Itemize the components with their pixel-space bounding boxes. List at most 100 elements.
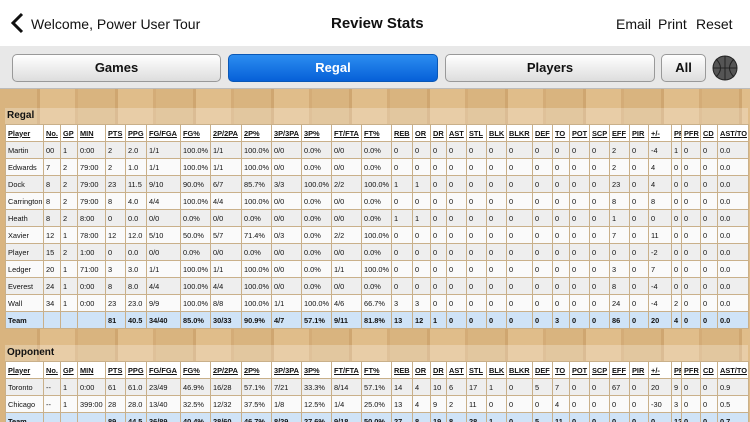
- cell: 8: [105, 192, 126, 210]
- cell: 100.0%: [361, 175, 392, 193]
- cell: 0: [629, 260, 649, 278]
- cell: 0: [589, 192, 610, 210]
- cell: 0/0: [210, 209, 242, 227]
- cell: 61.0: [125, 378, 147, 396]
- cell: 9: [671, 378, 682, 396]
- cell: 0: [629, 141, 649, 159]
- cell: 0: [629, 209, 649, 227]
- cell: 0/0: [146, 243, 181, 261]
- cell: Ledger: [5, 260, 44, 278]
- cell: 399:00: [77, 395, 106, 413]
- cell: 0: [391, 192, 413, 210]
- cell: 0: [486, 243, 507, 261]
- cell: 0.0%: [361, 158, 392, 176]
- cell: 0: [700, 412, 718, 422]
- cell: 0: [430, 260, 447, 278]
- column-header: Player: [5, 361, 44, 379]
- cell: 8: [43, 192, 61, 210]
- games-tab[interactable]: Games: [12, 54, 221, 82]
- cell: 85.7%: [241, 175, 272, 193]
- cell: 0: [506, 226, 533, 244]
- cell: 0.0: [717, 158, 749, 176]
- cell: 0/0: [331, 192, 362, 210]
- column-header: 3P%: [301, 124, 332, 142]
- cell: 0: [506, 311, 533, 329]
- cell: 4/7: [271, 311, 302, 329]
- cell: 0.7: [717, 412, 749, 422]
- cell: 0.0: [717, 226, 749, 244]
- cell: 1: [60, 395, 78, 413]
- cell: 1/1: [146, 141, 181, 159]
- cell: 50.0%: [180, 226, 211, 244]
- cell: 0: [629, 192, 649, 210]
- cell: 0: [506, 192, 533, 210]
- cell: 100.0%: [301, 175, 332, 193]
- cell: Everest: [5, 277, 44, 295]
- column-header: 3P%: [301, 361, 332, 379]
- cell: 00: [43, 141, 61, 159]
- cell: 20: [648, 378, 672, 396]
- column-header: BLK: [486, 361, 507, 379]
- cell: 0: [506, 209, 533, 227]
- cell: -30: [648, 395, 672, 413]
- cell: 0: [589, 412, 610, 422]
- cell: 2: [60, 209, 78, 227]
- cell: 0: [569, 192, 590, 210]
- cell: Edwards: [5, 158, 44, 176]
- column-header: 2P/2PA: [210, 361, 242, 379]
- cell: 8: [648, 192, 672, 210]
- cell: 1: [671, 141, 682, 159]
- back-button[interactable]: Welcome, Power User: [31, 16, 171, 32]
- column-header: GP: [60, 361, 78, 379]
- tour-button[interactable]: Tour: [173, 16, 201, 32]
- cell: 2: [609, 158, 630, 176]
- column-header: AST: [446, 124, 467, 142]
- email-button[interactable]: Email: [616, 16, 652, 32]
- cell: 0: [681, 141, 701, 159]
- cell: 0: [446, 192, 467, 210]
- cell: 2: [105, 141, 126, 159]
- column-header: MIN: [77, 124, 106, 142]
- cell: 5/10: [146, 226, 181, 244]
- cell: 0/0: [331, 158, 362, 176]
- cell: 0/0: [331, 277, 362, 295]
- cell: 0: [430, 294, 447, 312]
- back-icon[interactable]: [10, 12, 24, 34]
- cell: 100.0%: [241, 277, 272, 295]
- column-header: 3P/3PA: [271, 124, 302, 142]
- stats-table: Player No. GP MIN PTS PPG FG/FGA FG% 2P/2PA 2P% 3P…: [5, 361, 749, 422]
- cell: 1/1: [210, 260, 242, 278]
- column-header: PIR: [629, 124, 649, 142]
- players-tab[interactable]: Players: [445, 54, 655, 82]
- cell: 3: [671, 395, 682, 413]
- all-tab[interactable]: All: [661, 54, 706, 82]
- cell: 10: [430, 378, 447, 396]
- cell: 0/0: [271, 141, 302, 159]
- column-header: STL: [466, 361, 487, 379]
- cell: 0: [681, 412, 701, 422]
- print-button[interactable]: Print: [658, 16, 687, 32]
- reset-button[interactable]: Reset: [696, 16, 733, 32]
- cell: 11: [552, 412, 570, 422]
- cell: 0: [629, 158, 649, 176]
- cell: 2.0: [125, 141, 147, 159]
- cell: 100.0%: [241, 141, 272, 159]
- column-header: 3P/3PA: [271, 361, 302, 379]
- cell: 1: [609, 209, 630, 227]
- team-tab[interactable]: Regal: [228, 54, 438, 82]
- cell: 0: [412, 260, 431, 278]
- cell: 0: [532, 294, 553, 312]
- cell: 0: [700, 243, 718, 261]
- cell: 50.0%: [361, 412, 392, 422]
- column-header: DEF: [532, 124, 553, 142]
- cell: 0: [681, 226, 701, 244]
- cell: 0: [532, 277, 553, 295]
- cell: 0: [391, 158, 413, 176]
- cell: --: [43, 395, 61, 413]
- cell: 28/60: [210, 412, 242, 422]
- cell: 0: [552, 277, 570, 295]
- ball-button[interactable]: [711, 54, 739, 82]
- cell: 0/0: [146, 209, 181, 227]
- cell: 0: [466, 209, 487, 227]
- cell: 0.0%: [301, 260, 332, 278]
